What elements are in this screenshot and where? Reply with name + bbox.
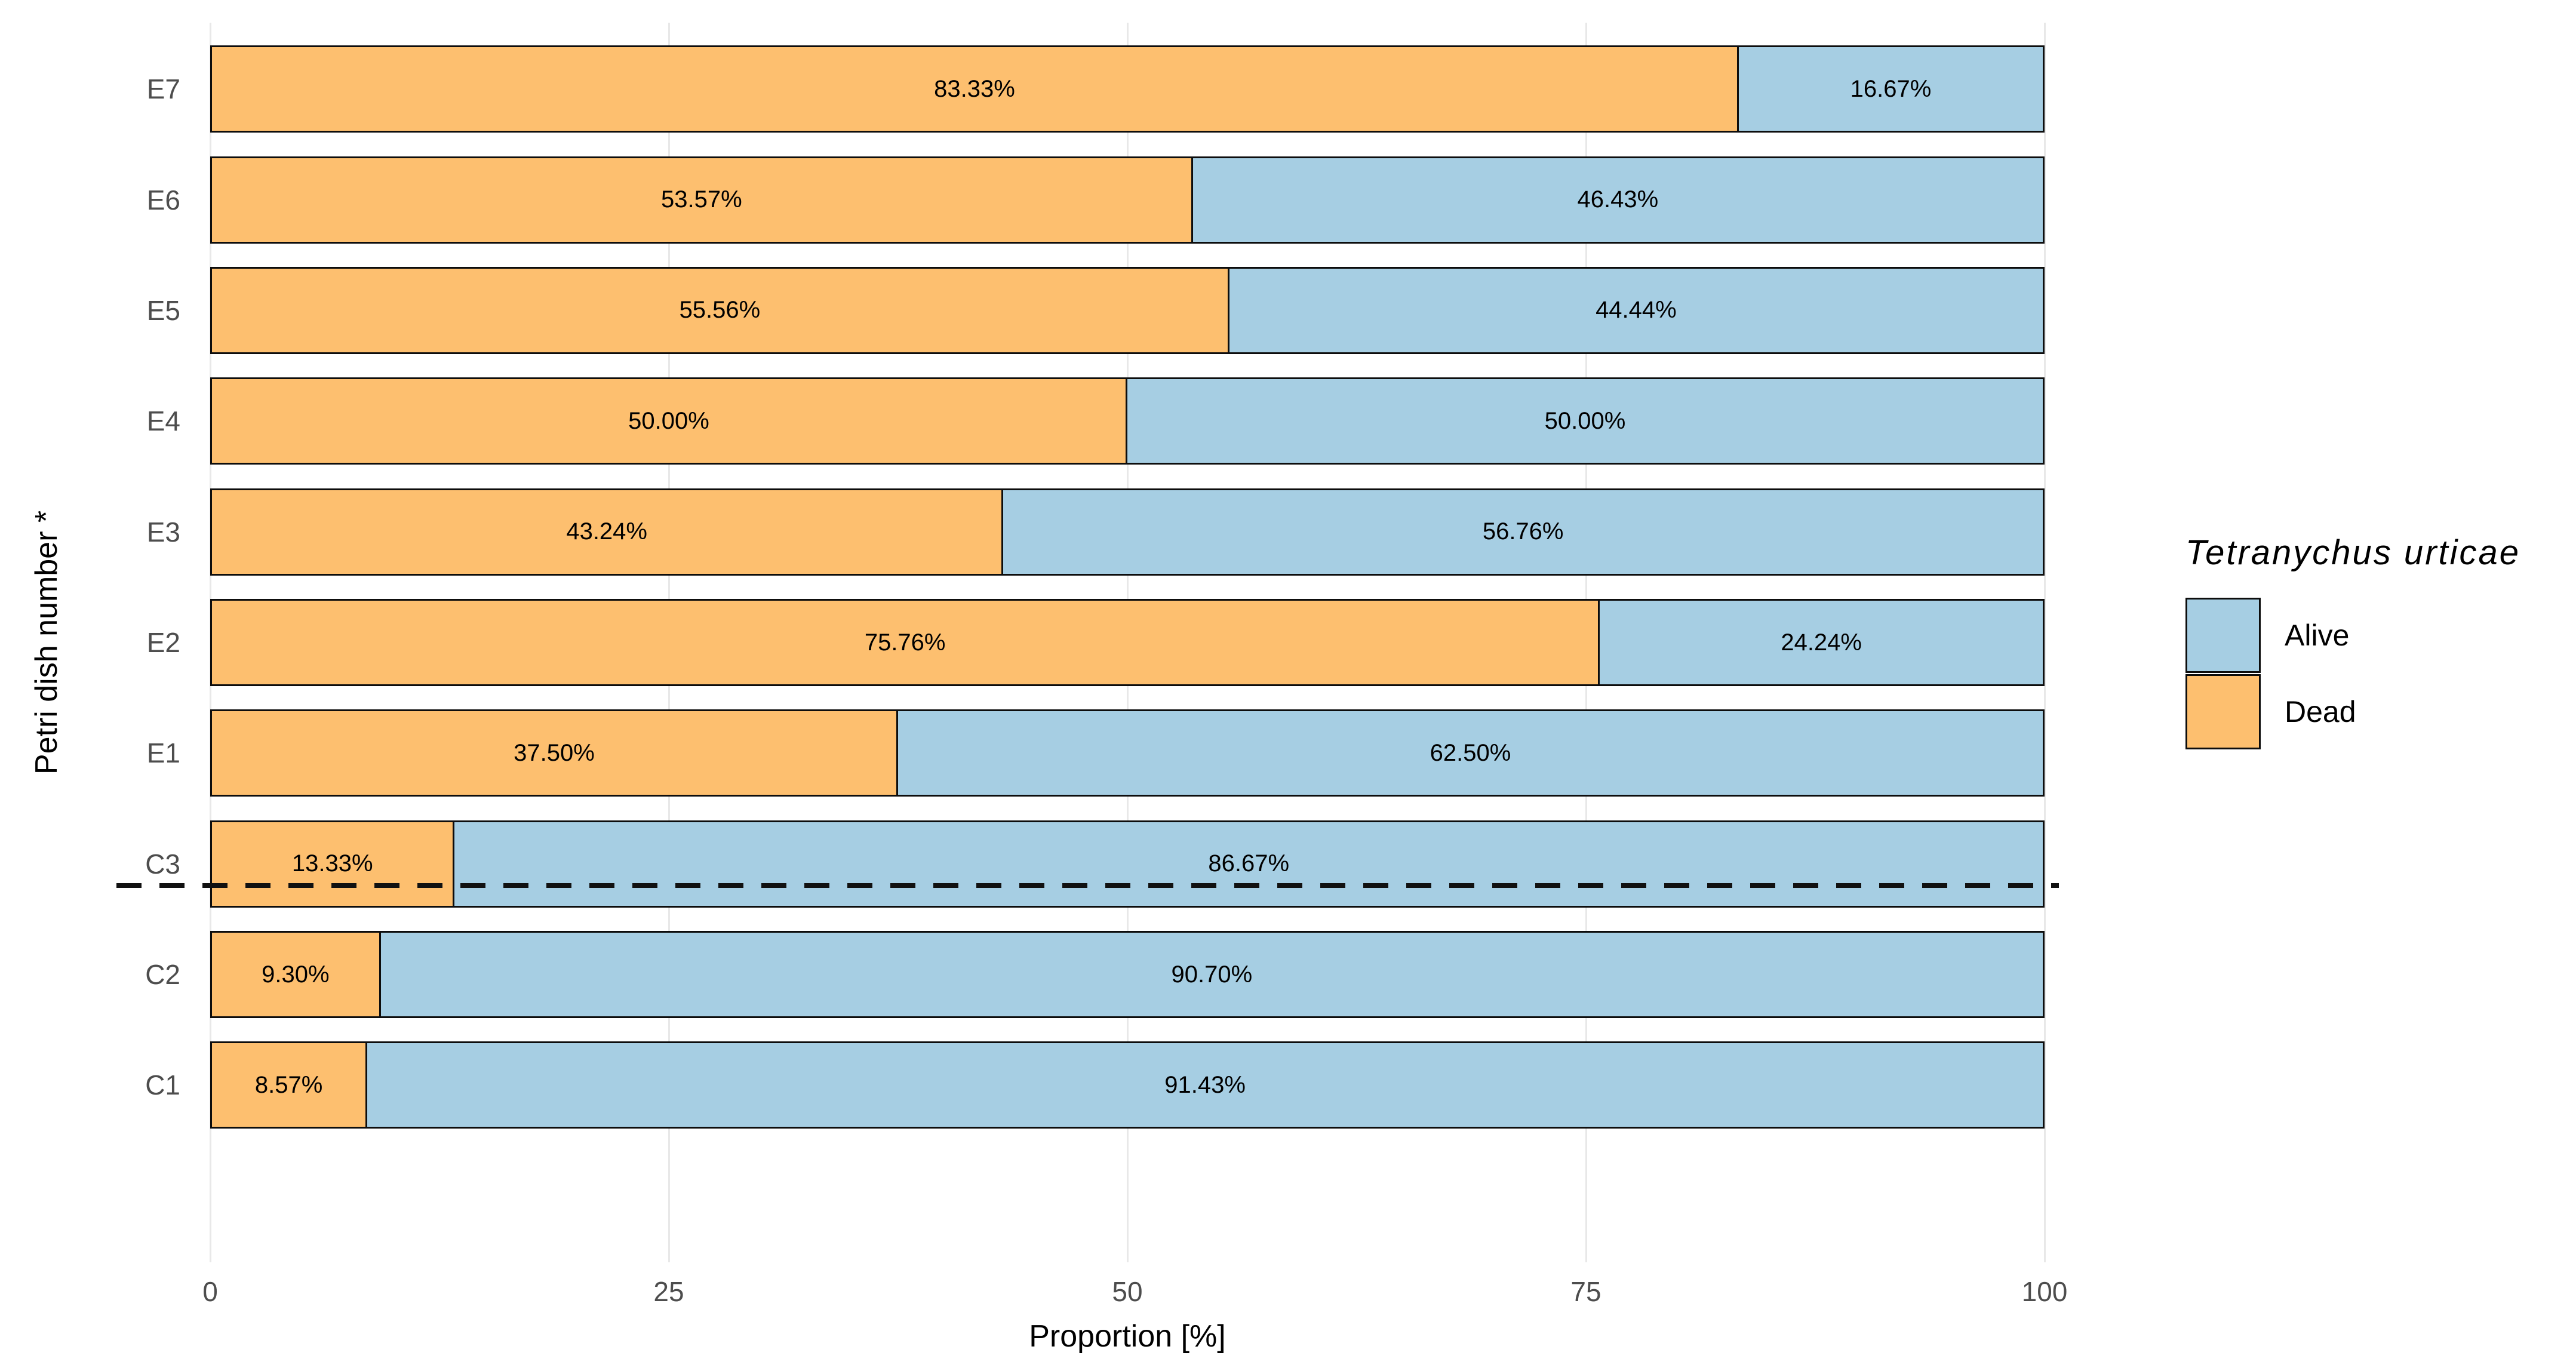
- category-label-C3: C3: [145, 848, 180, 880]
- bar-segment-alive: 24.24%: [1598, 599, 2045, 686]
- group-separator-dashed-line: [116, 883, 2059, 888]
- category-label-E2: E2: [146, 627, 180, 658]
- category-label-E6: E6: [146, 184, 180, 216]
- bar-value-label: 91.43%: [1164, 1071, 1246, 1098]
- bar-segment-dead: 53.57%: [210, 156, 1193, 244]
- bar-segment-dead: 75.76%: [210, 599, 1600, 686]
- bar-value-label: 90.70%: [1171, 961, 1253, 988]
- category-label-E5: E5: [146, 294, 180, 326]
- bar-segment-dead: 43.24%: [210, 488, 1004, 576]
- category-label-C1: C1: [145, 1069, 180, 1101]
- x-axis-title: Proportion [%]: [1029, 1319, 1226, 1354]
- legend-item-dead: Dead: [2185, 674, 2574, 749]
- gridline-x-100: [2043, 23, 2046, 1262]
- bar-segment-alive: 86.67%: [453, 820, 2045, 908]
- category-label-C2: C2: [145, 959, 180, 991]
- bar-segment-dead: 83.33%: [210, 45, 1739, 133]
- x-tick-label-100: 100: [2021, 1276, 2068, 1307]
- plot-panel: 83.33% 16.67% 53.57% 46.43% 55.56% 44.44% 50.0…: [209, 23, 2046, 1262]
- bar-value-label: 55.56%: [679, 297, 761, 324]
- bar-value-label: 46.43%: [1577, 186, 1659, 213]
- bar-value-label: 8.57%: [254, 1071, 323, 1098]
- bar-value-label: 75.76%: [864, 629, 946, 656]
- category-label-E4: E4: [146, 405, 180, 437]
- stacked-bar-E3: 43.24% 56.76%: [210, 488, 2045, 576]
- legend-item-label: Dead: [2285, 695, 2356, 728]
- bar-value-label: 50.00%: [1544, 407, 1626, 434]
- bar-segment-alive: 46.43%: [1191, 156, 2045, 244]
- bar-segment-alive: 56.76%: [1001, 488, 2045, 576]
- bar-segment-alive: 62.50%: [896, 709, 2045, 797]
- stacked-bar-C2: 9.30% 90.70%: [210, 931, 2045, 1019]
- x-tick-label-0: 0: [202, 1276, 218, 1307]
- bar-value-label: 9.30%: [262, 961, 330, 988]
- bar-segment-dead: 37.50%: [210, 709, 898, 797]
- stacked-bar-C3: 13.33% 86.67%: [210, 820, 2045, 908]
- bar-segment-dead: 13.33%: [210, 820, 455, 908]
- bar-value-label: 16.67%: [1850, 75, 1932, 102]
- bar-value-label: 44.44%: [1596, 297, 1677, 324]
- bar-value-label: 86.67%: [1208, 850, 1290, 877]
- stacked-bar-E7: 83.33% 16.67%: [210, 45, 2045, 133]
- bar-value-label: 37.50%: [514, 739, 595, 766]
- bar-value-label: 53.57%: [660, 186, 742, 213]
- category-label-E1: E1: [146, 737, 180, 769]
- legend-item-alive: Alive: [2185, 598, 2574, 673]
- bar-segment-dead: 55.56%: [210, 266, 1229, 354]
- stacked-bar-E5: 55.56% 44.44%: [210, 266, 2045, 354]
- bar-value-label: 56.76%: [1482, 518, 1564, 545]
- bar-value-label: 62.50%: [1430, 739, 1511, 766]
- bar-value-label: 83.33%: [934, 75, 1015, 102]
- stacked-bar-C1: 8.57% 91.43%: [210, 1041, 2045, 1129]
- bar-value-label: 13.33%: [291, 850, 373, 877]
- category-label-E7: E7: [146, 73, 180, 105]
- legend-item-label: Alive: [2285, 619, 2350, 652]
- category-label-E3: E3: [146, 516, 180, 548]
- x-tick-label-25: 25: [653, 1276, 684, 1307]
- bar-segment-dead: 8.57%: [210, 1041, 368, 1129]
- legend-swatch-dead: [2185, 674, 2261, 749]
- bar-value-label: 43.24%: [566, 518, 647, 545]
- bar-segment-alive: 50.00%: [1126, 377, 2045, 465]
- bar-segment-alive: 44.44%: [1227, 266, 2045, 354]
- bar-value-label: 24.24%: [1781, 629, 1862, 656]
- bar-segment-alive: 90.70%: [379, 931, 2045, 1019]
- x-tick-label-75: 75: [1570, 1276, 1601, 1307]
- legend: Tetranychus urticae Alive Dead: [2185, 533, 2574, 751]
- stacked-bar-E2: 75.76% 24.24%: [210, 599, 2045, 686]
- x-tick-label-50: 50: [1112, 1276, 1143, 1307]
- bar-segment-alive: 16.67%: [1736, 45, 2045, 133]
- bar-value-label: 50.00%: [628, 407, 709, 434]
- bar-segment-dead: 9.30%: [210, 931, 381, 1019]
- legend-swatch-alive: [2185, 598, 2261, 673]
- stacked-bar-E1: 37.50% 62.50%: [210, 709, 2045, 797]
- legend-title: Tetranychus urticae: [2185, 533, 2521, 572]
- stacked-bar-E4: 50.00% 50.00%: [210, 377, 2045, 465]
- bar-segment-alive: 91.43%: [365, 1041, 2045, 1129]
- bar-segment-dead: 50.00%: [210, 377, 1127, 465]
- stacked-bar-E6: 53.57% 46.43%: [210, 156, 2045, 244]
